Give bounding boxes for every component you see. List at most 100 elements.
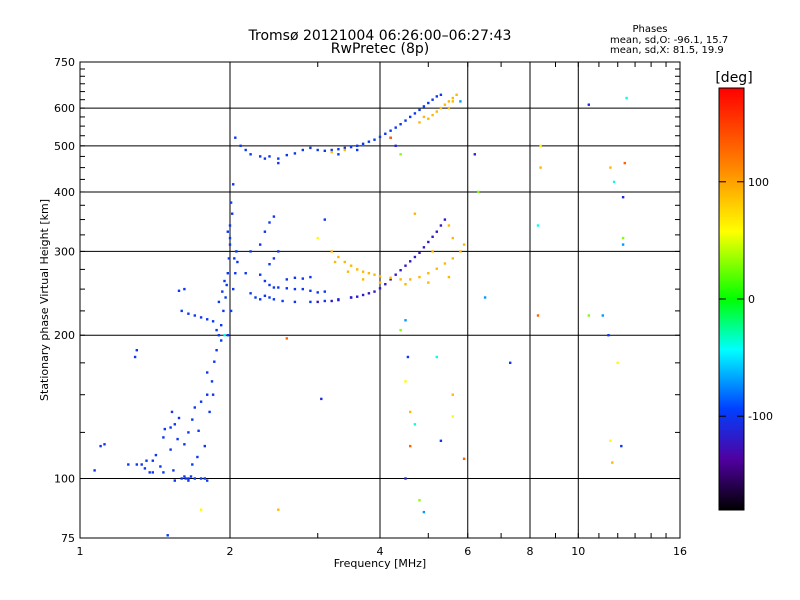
data-point (330, 150, 333, 154)
data-point (399, 278, 402, 281)
data-point (169, 448, 172, 451)
data-point (435, 267, 438, 270)
data-point (206, 318, 209, 321)
data-point (193, 477, 196, 480)
data-point (221, 290, 224, 293)
data-point (196, 455, 199, 459)
data-point (268, 296, 271, 299)
data-point (473, 153, 476, 156)
data-point (447, 275, 451, 279)
data-point (293, 152, 297, 155)
data-point (272, 286, 276, 289)
data-point (154, 453, 158, 457)
data-point (361, 142, 365, 145)
data-point (227, 257, 231, 260)
colorbar-tick-label: 0 (748, 293, 755, 306)
data-point (389, 129, 392, 132)
data-point (389, 136, 392, 139)
data-point (349, 264, 353, 267)
data-point (418, 108, 421, 112)
data-point (349, 145, 353, 149)
data-point (337, 255, 340, 259)
data-point (623, 161, 626, 165)
data-point (451, 415, 454, 418)
data-point (177, 416, 181, 420)
data-point (187, 479, 190, 482)
data-point (234, 272, 237, 275)
data-point (356, 295, 359, 298)
y-tick-label: 75 (61, 532, 75, 545)
x-tick-label: 6 (464, 545, 471, 558)
data-point (427, 281, 430, 284)
data-point (435, 95, 438, 98)
data-point (277, 508, 280, 511)
data-point (203, 477, 206, 480)
x-tick-label: 10 (571, 545, 585, 558)
data-point (435, 230, 438, 233)
data-point (413, 112, 417, 115)
data-point (199, 400, 203, 403)
data-point (378, 135, 382, 139)
data-point (309, 300, 312, 304)
data-point (301, 148, 304, 152)
data-point (254, 296, 257, 299)
data-point (451, 393, 454, 396)
data-point (206, 479, 209, 482)
colorbar-ticks: 100 0 -100 (719, 176, 773, 423)
data-point (183, 475, 186, 478)
data-point (103, 443, 106, 446)
data-point (151, 471, 154, 474)
x-tick-label: 16 (673, 545, 687, 558)
data-point (431, 250, 434, 253)
y-tick-label: 600 (54, 102, 75, 115)
data-point (609, 166, 612, 169)
phase-stats-x: mean, sd,X: 81.5, 19.9 (610, 45, 724, 56)
data-point (199, 316, 203, 319)
data-point (343, 260, 346, 264)
data-point (217, 334, 221, 337)
data-point (239, 144, 242, 147)
data-point (356, 144, 359, 147)
data-point (612, 180, 616, 184)
data-point (367, 140, 371, 143)
data-point (259, 155, 262, 158)
data-point (232, 287, 235, 291)
data-point (172, 469, 175, 472)
data-point (180, 309, 183, 313)
data-point (187, 312, 190, 315)
data-point (162, 471, 165, 474)
data-point (93, 469, 96, 472)
data-point (439, 224, 443, 227)
data-point (539, 166, 542, 169)
data-point (356, 268, 359, 271)
data-point (225, 283, 228, 287)
data-point (228, 224, 232, 227)
data-point (356, 148, 359, 152)
data-point (399, 123, 402, 126)
data-point (211, 393, 215, 396)
data-point (413, 423, 417, 426)
data-point (418, 275, 421, 279)
data-point (293, 300, 297, 304)
data-point (217, 300, 221, 304)
data-point (539, 144, 542, 147)
data-point (285, 278, 288, 281)
data-point (263, 157, 267, 160)
data-point (263, 294, 267, 297)
grid-lines (80, 62, 680, 538)
data-point (159, 465, 162, 468)
data-point (406, 355, 410, 359)
data-point (323, 290, 326, 293)
y-tick-labels: 75 100 200 300 400 500 600 750 (54, 56, 75, 545)
data-point (399, 328, 402, 332)
data-point (373, 273, 376, 276)
data-point (226, 334, 229, 337)
data-point (404, 319, 407, 322)
data-point (191, 463, 194, 466)
y-tick-label: 100 (54, 473, 75, 486)
data-point (180, 477, 183, 480)
y-tick-label: 400 (54, 186, 75, 199)
data-point (281, 299, 284, 303)
data-point (140, 463, 143, 466)
colorbar-tick-label: 100 (748, 176, 769, 189)
